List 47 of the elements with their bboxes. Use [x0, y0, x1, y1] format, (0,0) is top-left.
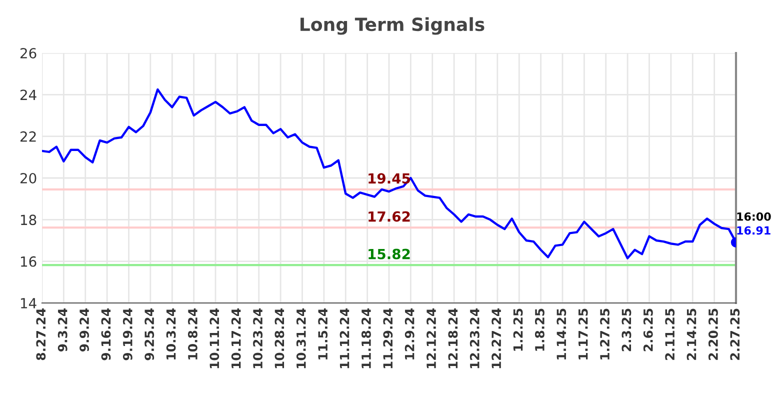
ref-line-label: 19.45 [368, 173, 410, 184]
annotation: 16.91 [737, 226, 770, 235]
annotation: 16:00 [737, 212, 771, 221]
x-tick-label: 11.18.24 [361, 308, 371, 368]
ref-line-label: 17.62 [368, 211, 410, 222]
x-tick-label: 12.23.24 [470, 308, 480, 368]
x-tick-label: 9.25.24 [144, 308, 154, 360]
y-tick-label: 24 [20, 90, 36, 100]
x-tick-label: 9.9.24 [80, 308, 89, 352]
x-tick-label: 11.12.24 [340, 308, 350, 368]
x-tick-label: 8.27.24 [36, 308, 46, 360]
x-tick-label: 1.8.25 [534, 308, 544, 351]
x-tick-label: 12.27.24 [492, 308, 501, 368]
x-tick-label: 9.19.24 [122, 308, 132, 360]
x-tick-label: 1.14.25 [556, 308, 566, 360]
x-tick-label: 12.9.24 [404, 308, 414, 360]
y-tick-label: 18 [20, 214, 36, 226]
line-series [42, 88, 736, 260]
x-tick-label: 2.14.25 [686, 308, 696, 360]
x-tick-label: 10.8.24 [188, 308, 198, 360]
x-tick-label: 9.3.24 [58, 308, 68, 352]
x-tick-label: 2.11.25 [665, 308, 675, 360]
y-tick-label: 16 [20, 256, 36, 267]
x-tick-label: 10.3.24 [166, 308, 176, 360]
chart-title: Long Term Signals [300, 17, 484, 35]
ref-line-label: 15.82 [368, 248, 410, 260]
y-tick-label: 26 [20, 48, 36, 58]
y-tick-label: 14 [20, 298, 36, 308]
x-tick-label: 11.5.24 [318, 308, 328, 360]
x-tick-label: 12.18.24 [448, 308, 458, 368]
y-tick-label: 22 [20, 131, 36, 142]
x-tick-label: 10.17.24 [231, 308, 241, 368]
x-tick-label: 10.31.24 [296, 308, 306, 368]
x-tick-label: 2.6.25 [643, 308, 653, 352]
x-tick-label: 9.16.24 [101, 308, 111, 360]
x-tick-label: 2.27.25 [730, 308, 740, 360]
x-tick-label: 2.3.25 [622, 308, 632, 352]
x-tick-label: 1.17.25 [578, 308, 588, 360]
x-tick-label: 1.2.25 [513, 308, 523, 351]
x-tick-label: 11.29.24 [383, 308, 393, 368]
x-tick-label: 10.28.24 [274, 308, 284, 368]
x-tick-label: 1.27.25 [600, 308, 610, 360]
x-tick-label: 2.20.25 [708, 308, 718, 360]
y-tick-label: 20 [20, 172, 36, 184]
x-tick-label: 12.12.24 [426, 308, 436, 368]
x-tick-label: 10.11.24 [210, 308, 220, 368]
x-tick-label: 10.23.24 [253, 308, 262, 368]
